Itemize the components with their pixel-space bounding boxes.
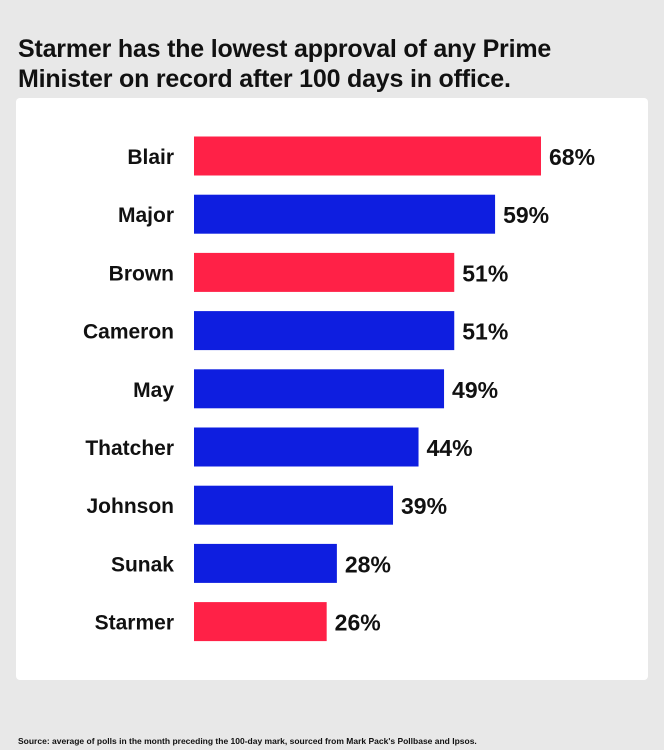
category-label-thatcher: Thatcher bbox=[85, 437, 174, 460]
bar-major bbox=[194, 194, 496, 234]
value-label-may: 49% bbox=[452, 377, 498, 403]
value-label-starmer: 26% bbox=[335, 610, 381, 636]
chart-panel: Blair 68% Major 59% Brown 51% Cameron 51% May 49%… bbox=[16, 98, 648, 680]
category-label-johnson: Johnson bbox=[87, 495, 175, 518]
category-label-major: Major bbox=[118, 204, 174, 227]
value-label-major: 59% bbox=[503, 202, 549, 228]
value-label-blair: 68% bbox=[549, 144, 595, 170]
bar-thatcher bbox=[194, 427, 419, 467]
chart-title: Starmer has the lowest approval of any P… bbox=[18, 35, 552, 93]
bar-starmer bbox=[194, 602, 327, 642]
category-label-may: May bbox=[133, 379, 174, 402]
category-label-sunak: Sunak bbox=[111, 553, 174, 576]
category-label-starmer: Starmer bbox=[95, 612, 174, 635]
bar-chart: Blair 68% Major 59% Brown 51% Cameron 51% May 49%… bbox=[83, 136, 595, 642]
bar-may bbox=[194, 369, 445, 409]
bar-brown bbox=[194, 252, 455, 292]
source-note: Source: average of polls in the month pr… bbox=[18, 736, 477, 746]
bar-johnson bbox=[194, 485, 394, 525]
value-label-thatcher: 44% bbox=[427, 435, 473, 461]
category-label-blair: Blair bbox=[127, 146, 174, 169]
value-label-johnson: 39% bbox=[401, 493, 447, 519]
value-label-brown: 51% bbox=[462, 260, 508, 286]
value-label-cameron: 51% bbox=[462, 319, 508, 345]
bar-blair bbox=[194, 136, 541, 176]
bar-cameron bbox=[194, 311, 455, 351]
bar-sunak bbox=[194, 543, 337, 583]
category-label-cameron: Cameron bbox=[83, 321, 174, 344]
category-label-brown: Brown bbox=[109, 262, 174, 285]
value-label-sunak: 28% bbox=[345, 551, 391, 577]
